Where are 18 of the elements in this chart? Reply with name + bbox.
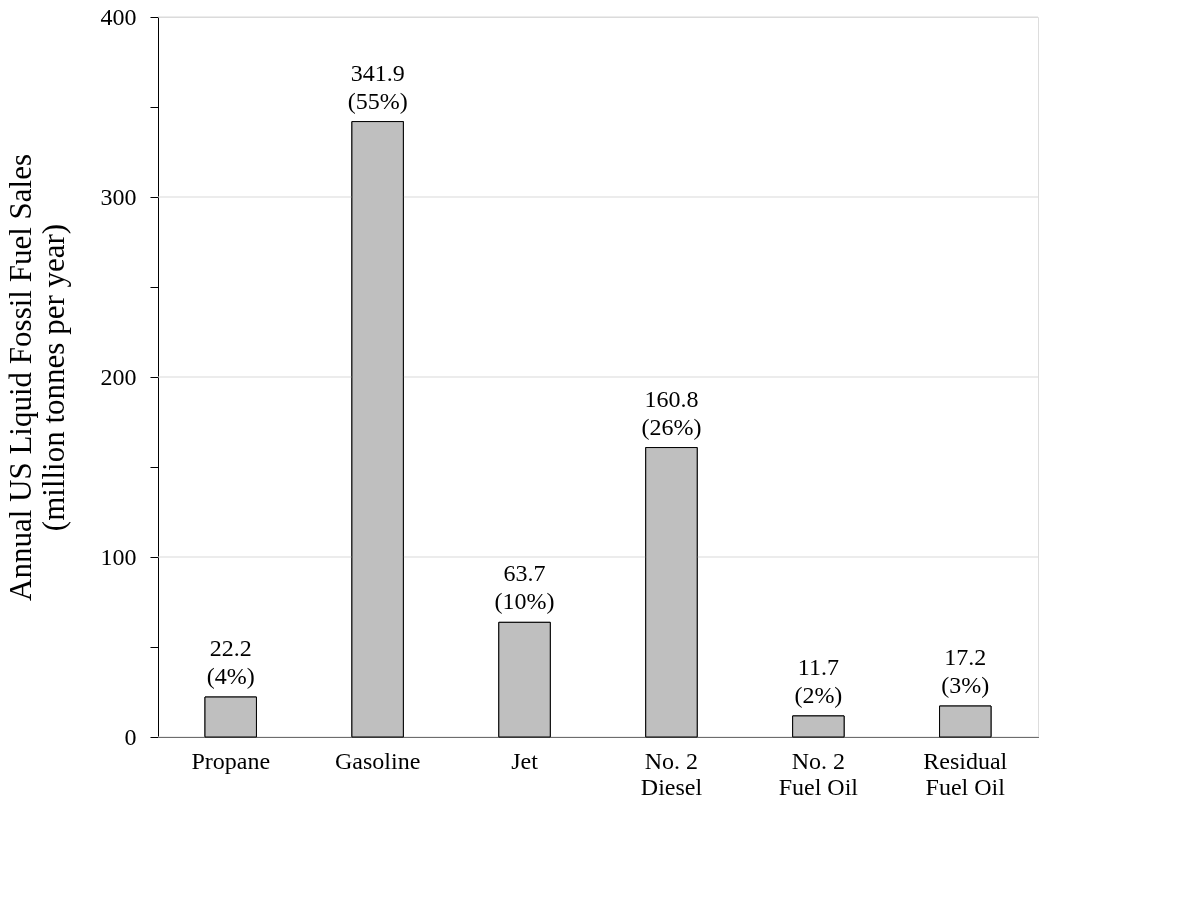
- y-axis-title: Annual US Liquid Fossil Fuel Sales (million tonnes per year): [2, 154, 71, 601]
- y-tick-label: 100: [100, 543, 137, 570]
- y-tick-label: 400: [100, 3, 137, 30]
- y-tick-label: 200: [100, 363, 137, 390]
- data-label: 160.8 (26%): [641, 385, 702, 440]
- x-tick-label: Propane: [191, 747, 271, 774]
- y-tick-label: 0: [124, 723, 137, 750]
- y-tick-label: 300: [100, 183, 137, 210]
- x-tick-label: Residual Fuel Oil: [923, 747, 1008, 800]
- data-label: 11.7 (2%): [794, 653, 843, 708]
- data-label: 22.2 (4%): [206, 635, 255, 690]
- x-tick-label: No. 2 Fuel Oil: [778, 747, 859, 800]
- x-tick-label: No. 2 Diesel: [640, 747, 703, 800]
- data-label: 17.2 (3%): [941, 644, 990, 699]
- data-label: 63.7 (10%): [494, 560, 555, 615]
- x-tick-label: Jet: [511, 747, 539, 774]
- data-label: 341.9 (55%): [347, 59, 408, 114]
- x-tick-label: Gasoline: [334, 747, 421, 774]
